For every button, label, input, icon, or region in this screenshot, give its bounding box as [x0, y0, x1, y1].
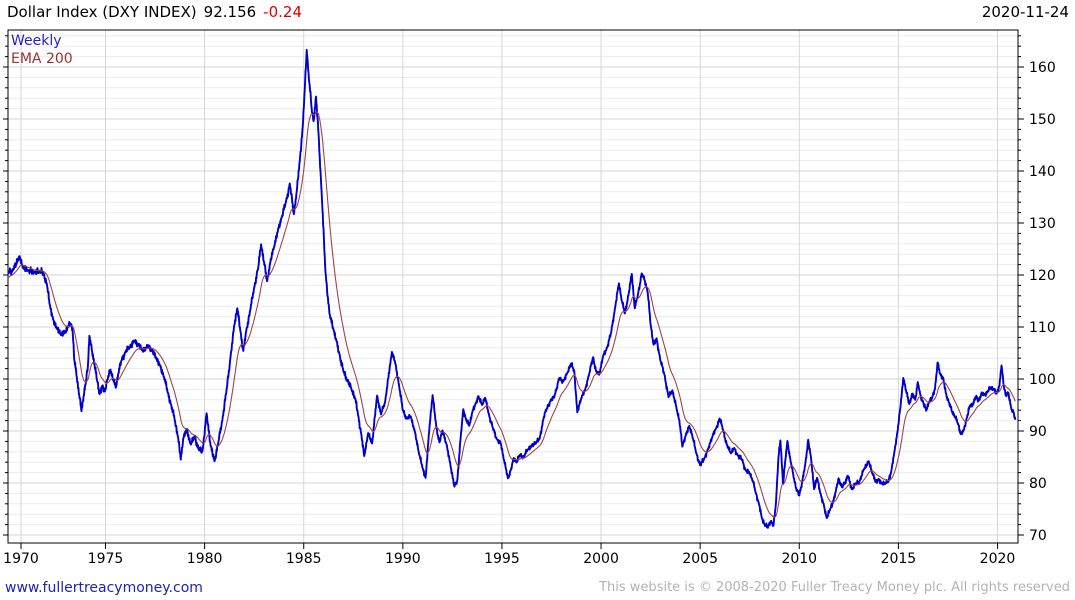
svg-text:2010: 2010	[781, 551, 817, 567]
footer-copyright: This website is © 2008-2020 Fuller Treac…	[599, 580, 1070, 595]
legend-weekly-label: Weekly	[11, 33, 62, 49]
svg-text:1970: 1970	[3, 551, 39, 567]
svg-text:70: 70	[1029, 528, 1047, 544]
svg-text:1990: 1990	[385, 551, 421, 567]
price-change: -0.24	[263, 3, 302, 21]
svg-text:120: 120	[1029, 268, 1056, 284]
legend-ema-label: EMA 200	[11, 51, 73, 67]
page-title: Dollar Index (DXY INDEX)	[7, 3, 197, 21]
y-axis-labels: 70 80 90 100 110 120 130 140 150 160	[1029, 60, 1056, 544]
svg-text:150: 150	[1029, 112, 1056, 128]
svg-text:140: 140	[1029, 164, 1056, 180]
svg-text:110: 110	[1029, 320, 1056, 336]
svg-text:1980: 1980	[187, 551, 223, 567]
svg-text:130: 130	[1029, 216, 1056, 232]
plot-border	[7, 29, 1019, 544]
x-axis-labels: 1970 1975 1980 1985 1990 1995 2000 2005 2010 2015…	[3, 551, 1015, 567]
chart-date: 2020-11-24	[981, 3, 1069, 21]
footer-link[interactable]: www.fullertreacymoney.com	[5, 580, 203, 596]
svg-text:90: 90	[1029, 424, 1047, 440]
svg-text:100: 100	[1029, 372, 1056, 388]
title-bar: Dollar Index (DXY INDEX) 92.156 -0.24	[7, 3, 309, 21]
weekly-price-line	[8, 48, 1017, 529]
svg-text:160: 160	[1029, 60, 1056, 76]
svg-text:2015: 2015	[881, 551, 917, 567]
ema-200-line	[8, 111, 1016, 519]
svg-text:2005: 2005	[682, 551, 718, 567]
svg-text:2000: 2000	[583, 551, 619, 567]
svg-text:1985: 1985	[286, 551, 322, 567]
last-price: 92.156	[203, 3, 257, 21]
svg-text:2020: 2020	[980, 551, 1016, 567]
gridlines-minor	[8, 35, 1018, 526]
svg-text:1995: 1995	[484, 551, 520, 567]
svg-text:80: 80	[1029, 476, 1047, 492]
svg-text:1975: 1975	[88, 551, 124, 567]
axis-ticks	[3, 35, 1024, 549]
